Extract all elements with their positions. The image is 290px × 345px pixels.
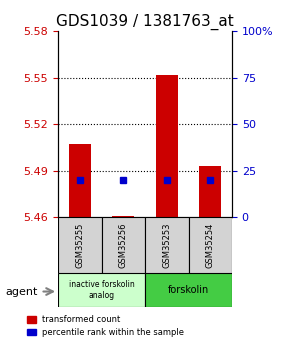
Bar	[200, 166, 221, 217]
Bar	[113, 216, 134, 217]
Text: GSM35253: GSM35253	[162, 222, 171, 268]
Bar	[58, 273, 145, 307]
Legend: transformed count, percentile rank within the sample: transformed count, percentile rank withi…	[27, 315, 184, 337]
Bar	[156, 75, 177, 217]
Text: GSM35254: GSM35254	[206, 222, 215, 268]
Bar	[58, 217, 102, 273]
Text: forskolin: forskolin	[168, 285, 209, 295]
Text: agent: agent	[6, 287, 38, 296]
Bar	[188, 217, 232, 273]
Title: GDS1039 / 1381763_at: GDS1039 / 1381763_at	[56, 13, 234, 30]
Bar	[69, 145, 90, 217]
Text: inactive forskolin
analog: inactive forskolin analog	[69, 280, 134, 299]
Text: GSM35255: GSM35255	[75, 222, 84, 268]
Bar	[102, 217, 145, 273]
Bar	[145, 273, 232, 307]
Bar	[145, 217, 188, 273]
Text: GSM35256: GSM35256	[119, 222, 128, 268]
